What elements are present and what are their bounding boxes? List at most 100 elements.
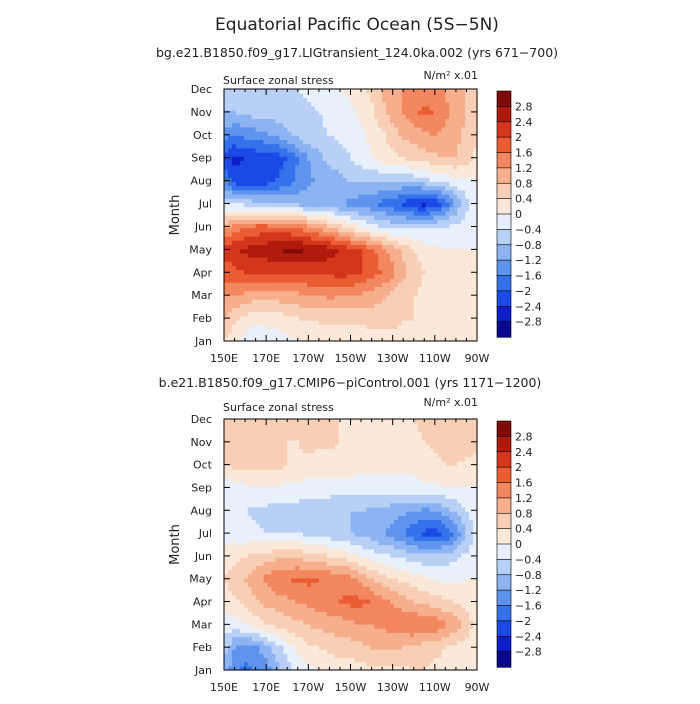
heatmap-cell bbox=[236, 144, 241, 149]
heatmap-cell bbox=[260, 253, 265, 258]
heatmap-cell bbox=[260, 93, 265, 98]
heatmap-cell bbox=[418, 261, 423, 266]
heatmap-cell bbox=[469, 303, 474, 308]
heatmap-cell bbox=[275, 657, 280, 662]
heatmap-cell bbox=[347, 616, 352, 621]
heatmap-cell bbox=[390, 320, 395, 325]
heatmap-cell bbox=[437, 135, 442, 140]
heatmap-cell bbox=[347, 228, 352, 233]
heatmap-cell bbox=[414, 131, 419, 136]
heatmap-cell bbox=[315, 228, 320, 233]
heatmap-cell bbox=[445, 181, 450, 186]
heatmap-cell bbox=[441, 641, 446, 646]
heatmap-cell bbox=[264, 211, 269, 216]
heatmap-cell bbox=[426, 123, 431, 128]
heatmap-cell bbox=[426, 198, 431, 203]
heatmap-cell bbox=[327, 102, 332, 107]
heatmap-cell bbox=[422, 148, 427, 153]
heatmap-cell bbox=[461, 97, 466, 102]
heatmap-cell bbox=[390, 160, 395, 165]
heatmap-cell bbox=[351, 299, 356, 304]
heatmap-cell bbox=[240, 653, 245, 658]
heatmap-cell bbox=[386, 282, 391, 287]
heatmap-cell bbox=[283, 186, 288, 191]
heatmap-cell bbox=[267, 160, 272, 165]
heatmap-cell bbox=[256, 307, 261, 312]
heatmap-cell bbox=[260, 244, 265, 249]
heatmap-cell bbox=[366, 291, 371, 296]
heatmap-cell bbox=[260, 236, 265, 241]
heatmap-cell bbox=[410, 641, 415, 646]
heatmap-cell bbox=[347, 118, 352, 123]
heatmap-cell bbox=[362, 207, 367, 212]
heatmap-cell bbox=[418, 632, 423, 637]
heatmap-cell bbox=[232, 624, 237, 629]
heatmap-cell bbox=[426, 152, 431, 157]
heatmap-cell bbox=[299, 261, 304, 266]
heatmap-cell bbox=[449, 320, 454, 325]
heatmap-cell bbox=[386, 291, 391, 296]
heatmap-cell bbox=[339, 257, 344, 262]
heatmap-cell bbox=[398, 198, 403, 203]
heatmap-cell bbox=[437, 190, 442, 195]
heatmap-cell bbox=[267, 156, 272, 161]
heatmap-cell bbox=[287, 236, 292, 241]
x-tick-label: 150W bbox=[335, 352, 367, 365]
heatmap-cell bbox=[248, 190, 253, 195]
heatmap-cell bbox=[307, 307, 312, 312]
heatmap-cell bbox=[422, 135, 427, 140]
heatmap-cell bbox=[402, 215, 407, 220]
heatmap-cell bbox=[323, 265, 328, 270]
heatmap-cell bbox=[232, 219, 237, 224]
heatmap-cell bbox=[441, 278, 446, 283]
heatmap-cell bbox=[240, 186, 245, 191]
heatmap-cell bbox=[453, 257, 458, 262]
heatmap-cell bbox=[307, 607, 312, 612]
heatmap-cell bbox=[303, 278, 308, 283]
heatmap-cell bbox=[406, 641, 411, 646]
heatmap-cell bbox=[394, 657, 399, 662]
heatmap-cell bbox=[422, 624, 427, 629]
heatmap-cell bbox=[402, 228, 407, 233]
heatmap-cell bbox=[331, 632, 336, 637]
heatmap-cell bbox=[224, 236, 229, 241]
heatmap-cell bbox=[465, 110, 470, 115]
heatmap-cell bbox=[228, 228, 233, 233]
heatmap-cell bbox=[457, 261, 462, 266]
heatmap-cell bbox=[287, 616, 292, 621]
heatmap-cell bbox=[343, 97, 348, 102]
heatmap-cell bbox=[445, 207, 450, 212]
heatmap-cell bbox=[335, 177, 340, 182]
heatmap-cell bbox=[437, 249, 442, 254]
heatmap-cell bbox=[457, 148, 462, 153]
heatmap-cell bbox=[418, 641, 423, 646]
heatmap-cell bbox=[252, 312, 257, 317]
heatmap-cell bbox=[287, 177, 292, 182]
heatmap-cell bbox=[390, 202, 395, 207]
y-tick-label: Jun bbox=[194, 220, 212, 233]
heatmap-cell bbox=[422, 190, 427, 195]
heatmap-cell bbox=[441, 253, 446, 258]
heatmap-cell bbox=[287, 316, 292, 321]
heatmap-cell bbox=[279, 169, 284, 174]
heatmap-cell bbox=[449, 194, 454, 199]
heatmap-cell bbox=[260, 89, 265, 94]
heatmap-cell bbox=[461, 649, 466, 654]
heatmap-cell bbox=[295, 316, 300, 321]
heatmap-cell bbox=[382, 186, 387, 191]
heatmap-cell bbox=[465, 286, 470, 291]
heatmap-cell bbox=[252, 232, 257, 237]
heatmap-cell bbox=[244, 291, 249, 296]
heatmap-cell bbox=[335, 616, 340, 621]
heatmap-cell bbox=[394, 240, 399, 245]
heatmap-cell bbox=[343, 324, 348, 329]
heatmap-cell bbox=[351, 603, 356, 608]
heatmap-cell bbox=[260, 628, 265, 633]
heatmap-cell bbox=[232, 611, 237, 616]
heatmap-cell bbox=[287, 324, 292, 329]
heatmap-cell bbox=[252, 274, 257, 279]
heatmap-cell bbox=[398, 603, 403, 608]
heatmap-cell bbox=[469, 333, 474, 338]
heatmap-cell bbox=[347, 165, 352, 170]
heatmap-cell bbox=[362, 228, 367, 233]
